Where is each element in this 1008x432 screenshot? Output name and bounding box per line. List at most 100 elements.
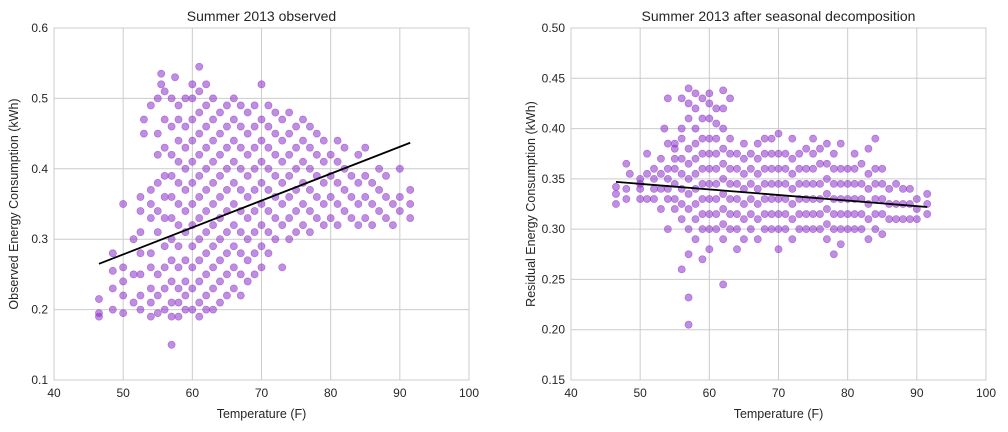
data-point [719,235,728,244]
data-point [698,164,707,173]
y-tick-label: 0.2 [31,303,48,317]
data-point [136,249,145,258]
data-point [389,200,397,208]
data-point [740,200,748,208]
data-point [802,144,811,153]
data-point [795,210,804,218]
data-point [878,230,887,239]
data-point [202,291,211,300]
data-point [843,179,852,188]
data-point [705,245,714,254]
data-point [174,298,183,307]
data-point [236,186,245,194]
data-point [746,195,755,203]
data-point [271,150,280,159]
data-point [209,242,217,251]
data-point [216,171,224,180]
data-point [333,136,342,145]
data-point [705,210,714,218]
data-point [698,114,707,123]
data-point [257,178,266,187]
data-point [395,164,404,173]
data-point [209,115,217,124]
data-point [229,263,238,272]
chart-title: Summer 2013 after seasonal decomposition [642,8,916,24]
x-tick-label: 80 [841,386,855,400]
data-point [726,195,734,203]
data-point [809,164,817,173]
data-point [753,154,762,163]
data-point [278,157,287,166]
data-point [188,242,197,251]
data-point [312,150,321,159]
data-point [326,193,335,201]
data-point [188,94,197,103]
data-point [684,205,693,213]
data-point [871,179,880,188]
y-axis-label: Residual Energy Consumption (kWh) [524,101,538,307]
data-point [354,221,363,230]
data-point [146,284,155,293]
data-point [153,228,162,237]
data-point [167,298,176,307]
data-point [781,164,790,173]
data-point [264,249,273,258]
data-point [216,235,224,244]
data-point [326,214,335,222]
data-point [136,228,145,237]
data-point [174,101,183,110]
data-point [119,309,128,318]
data-point [229,178,238,187]
y-tick-label: 0.15 [542,373,566,387]
data-point [188,263,197,272]
data-point [174,136,183,145]
data-point [167,193,176,201]
data-point [236,291,245,300]
data-point [698,134,707,143]
data-point [278,178,287,187]
data-point [677,134,686,143]
data-point [209,263,217,272]
data-point [760,225,769,234]
data-point [278,136,287,145]
data-point [691,124,700,133]
data-point [299,115,307,124]
data-point [375,164,383,173]
data-point [167,171,176,180]
data-point [340,186,349,194]
data-point [809,149,817,158]
data-point [108,249,117,258]
data-point [181,94,190,103]
data-point [788,200,797,208]
data-point [698,225,707,234]
data-point [229,242,238,251]
data-point [684,84,693,93]
data-point [719,280,728,289]
data-point [740,139,748,148]
data-point [292,143,300,152]
data-point [746,225,755,234]
data-point [292,164,300,173]
data-point [823,220,831,229]
data-point [691,154,700,163]
data-point [760,164,769,173]
data-point [774,164,783,173]
data-point [285,150,294,159]
data-point [719,104,728,113]
y-tick-label: 0.30 [542,222,566,236]
data-point [871,210,880,218]
data-point [257,136,266,145]
data-point [119,277,128,286]
data-point [691,200,700,208]
data-point [319,221,328,230]
data-point [843,164,852,173]
data-point [878,210,887,218]
data-point [650,195,658,203]
data-point [816,179,824,188]
data-point [836,225,845,234]
data-point [726,149,734,158]
data-point [753,215,762,223]
data-point [657,205,665,213]
data-point [146,200,155,208]
data-point [229,221,238,230]
